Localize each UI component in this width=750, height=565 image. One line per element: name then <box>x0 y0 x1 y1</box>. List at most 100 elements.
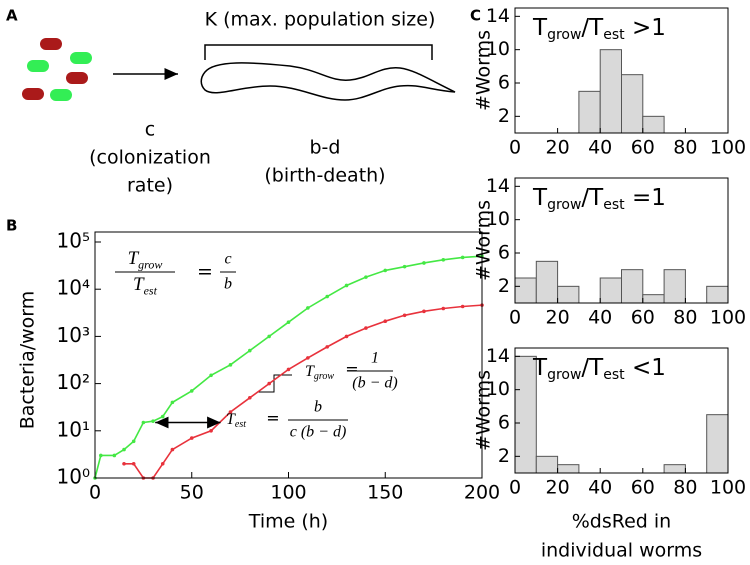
y-tick-label: 10⁵ <box>57 229 90 253</box>
data-point <box>325 294 330 299</box>
x-tick-label: 0 <box>509 477 521 499</box>
rate-symbol: c <box>145 119 155 141</box>
data-point <box>267 334 271 339</box>
x-axis-label: Time (h) <box>248 511 328 533</box>
y-tick-label: 2 <box>498 105 510 127</box>
fraction-numerator-part: T <box>128 248 140 269</box>
fraction-denominator-part: T <box>133 274 145 295</box>
histogram-title-part: >1 <box>625 15 666 41</box>
fraction-numerator: c <box>224 251 231 268</box>
histogram-bar <box>599 277 623 304</box>
data-point <box>441 306 446 311</box>
histogram-title-part: /T <box>581 355 604 381</box>
histogram-bar <box>621 74 644 134</box>
histogram-title-part: est <box>603 197 625 213</box>
fraction-denominator: b <box>224 276 232 293</box>
histogram-title-part: T <box>532 355 548 381</box>
histogram-title: Tgrow/Test >1 <box>532 15 666 43</box>
panel-label: C <box>470 7 481 25</box>
data-point <box>306 356 310 360</box>
y-tick-label: 2 <box>498 445 510 467</box>
schematic-title: K (max. population size) <box>205 9 436 31</box>
data-point <box>170 400 175 405</box>
data-point <box>402 313 407 318</box>
histogram-bar <box>706 285 729 304</box>
x-tick-label: 60 <box>631 307 655 329</box>
data-point <box>364 326 368 330</box>
histogram-title: Tgrow/Test =1 <box>532 185 666 213</box>
rate-text: rate) <box>127 175 173 197</box>
data-point <box>141 420 146 425</box>
fraction-denominator: c (b − d) <box>290 424 347 441</box>
plot-frame <box>514 347 729 474</box>
data-point <box>151 419 155 423</box>
y-axis-label: #Worms <box>473 370 495 451</box>
y-tick-label: 6 <box>498 412 510 434</box>
histogram-title-part: /T <box>581 15 604 41</box>
x-tick-label: 0 <box>89 482 101 504</box>
x-tick-label: 80 <box>673 307 697 329</box>
histogram-title-part: est <box>603 27 625 43</box>
data-point <box>344 334 349 339</box>
histogram-bar <box>706 414 729 474</box>
data-point <box>228 363 233 367</box>
equation-lhs-part: est <box>235 419 246 430</box>
series-line <box>124 304 483 479</box>
histogram-bar <box>514 277 537 304</box>
plot-frame <box>514 177 729 304</box>
y-tick-label: 10⁴ <box>57 276 90 300</box>
y-axis-label: Bacteria/worm <box>17 291 39 430</box>
data-point <box>364 275 368 279</box>
y-tick-label: 10 <box>486 378 510 400</box>
slope-bracket <box>258 374 292 393</box>
equation-sign: = <box>345 360 358 379</box>
histogram-title-part: grow <box>547 367 581 383</box>
histogram-bar <box>535 455 559 474</box>
data-point <box>131 439 136 444</box>
data-point <box>122 461 126 466</box>
data-point <box>112 453 117 458</box>
x-tick-label: 20 <box>546 477 570 499</box>
histogram-title-part: <1 <box>625 355 666 381</box>
x-tick-label: 100 <box>710 477 746 499</box>
histogram-bar <box>642 294 665 304</box>
x-tick-label: 150 <box>367 482 403 504</box>
histogram-title-part: est <box>603 367 625 383</box>
equation-lhs-part: T <box>226 411 236 428</box>
y-tick-label: 6 <box>498 242 510 264</box>
data-point <box>286 320 291 324</box>
histogram-title-part: grow <box>547 197 581 213</box>
data-point <box>160 461 165 466</box>
data-point <box>460 304 465 309</box>
data-point <box>189 436 194 440</box>
histogram-bar <box>557 285 580 304</box>
equation-lhs: Test <box>226 411 246 430</box>
data-point <box>383 268 388 273</box>
x-tick-label: 60 <box>631 477 655 499</box>
growth-text: (birth-death) <box>264 165 385 187</box>
y-tick-label: 14 <box>486 5 510 27</box>
worm <box>200 62 456 101</box>
data-point <box>422 261 426 265</box>
fraction-denominator-part: est <box>144 283 158 297</box>
x-tick-label: 40 <box>588 477 612 499</box>
plot-frame <box>94 231 483 479</box>
equation-lhs: Tgrow <box>305 363 334 382</box>
data-point <box>170 447 175 452</box>
data-point <box>422 309 426 314</box>
histogram-bar <box>663 269 686 304</box>
data-point <box>248 396 252 400</box>
histogram-title: Tgrow/Test <1 <box>532 355 666 383</box>
histogram-title-part: T <box>532 185 548 211</box>
histogram-bar <box>642 115 665 134</box>
bacteria <box>22 38 92 101</box>
data-point <box>286 367 291 372</box>
fraction-numerator: 1 <box>371 350 379 367</box>
fraction-denominator: (b − d) <box>352 375 397 392</box>
data-point <box>402 264 407 269</box>
x-axis-label: %dsRed in <box>572 511 671 533</box>
x-tick-label: 40 <box>588 137 612 159</box>
rate-text: (colonization <box>89 147 211 169</box>
x-tick-label: 40 <box>588 307 612 329</box>
fraction-numerator-part: grow <box>138 257 162 271</box>
